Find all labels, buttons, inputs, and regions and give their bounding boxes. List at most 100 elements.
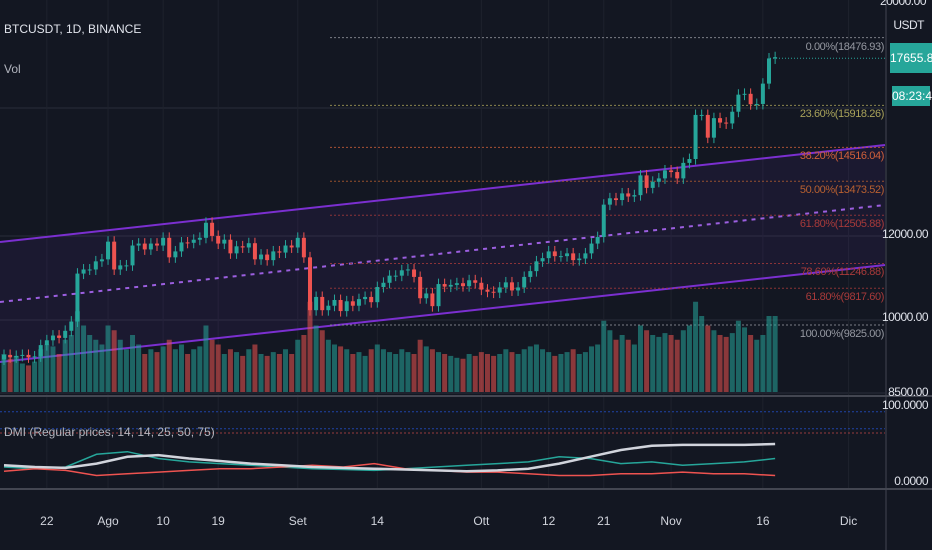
candle-body <box>203 222 208 238</box>
volume-bar <box>240 355 246 392</box>
volume-bar <box>99 344 105 392</box>
candle-body <box>546 251 551 259</box>
time-axis-label: Ago <box>97 514 119 528</box>
volume-bar <box>313 325 319 392</box>
candle-body <box>399 270 404 276</box>
candle-body <box>730 111 735 124</box>
candle-body <box>75 273 80 322</box>
candle-body <box>528 271 533 277</box>
candle-body <box>418 276 423 299</box>
fib-level-label: 78.60%(11246.88) <box>800 266 885 279</box>
volume-bar <box>723 336 729 392</box>
volume-bar <box>252 344 258 392</box>
candle-body <box>669 170 674 173</box>
volume-bar <box>668 335 674 392</box>
candle-body <box>552 251 557 257</box>
volume-bar <box>613 339 619 392</box>
candle-body <box>748 93 753 105</box>
volume-bar <box>154 352 160 392</box>
volume-bar <box>705 325 711 392</box>
price-axis <box>886 0 932 550</box>
candle-body <box>197 237 202 240</box>
candle-body <box>148 243 153 250</box>
volume-indicator-label[interactable]: Vol <box>4 62 21 76</box>
volume-bar <box>276 354 282 392</box>
volume-bar <box>319 330 325 392</box>
candle-body <box>473 280 478 283</box>
symbol-title: BTCUSDT, 1D, BINANCE <box>4 22 142 36</box>
volume-bar <box>221 354 227 392</box>
di-minus-line <box>3 462 776 477</box>
volume-bar <box>191 349 197 392</box>
candle-body <box>308 257 312 311</box>
candle-body <box>295 237 300 248</box>
volume-bar <box>650 335 656 392</box>
volume-bar <box>13 355 19 392</box>
candle-body <box>87 269 92 271</box>
candle-body <box>240 246 245 248</box>
volume-bar <box>429 349 435 392</box>
candle-body <box>356 299 361 306</box>
time-axis-label: 12 <box>541 514 556 528</box>
volume-bar <box>19 363 25 392</box>
candle-body <box>662 170 667 179</box>
candle-body <box>773 57 778 59</box>
volume-bar <box>515 354 521 392</box>
volume-bar <box>203 325 209 392</box>
volume-bar <box>301 335 307 392</box>
last-price-tag: 17655.87 <box>890 43 932 73</box>
price-axis-label: 10000.00 <box>881 310 929 324</box>
candle-body <box>497 287 502 293</box>
candle-body <box>106 241 111 260</box>
volume-bar <box>748 335 754 392</box>
time-axis-label: 22 <box>40 514 54 528</box>
candle-body <box>405 269 410 271</box>
candle-body <box>467 280 472 287</box>
volume-bar <box>393 354 399 392</box>
volume-bar <box>166 339 172 392</box>
candle-body <box>57 335 62 338</box>
volume-bar <box>595 344 601 392</box>
volume-bar <box>491 355 497 392</box>
volume-bar <box>460 358 466 392</box>
volume-bar <box>760 335 766 392</box>
volume-bar <box>325 339 331 392</box>
candle-body <box>326 305 331 311</box>
candle-body <box>699 114 704 116</box>
candle-body <box>742 93 747 95</box>
channel-lower-line <box>0 264 886 363</box>
dmi-axis-bottom: 0.0000 <box>894 474 928 488</box>
volume-bar <box>234 352 240 392</box>
candle-body <box>430 293 435 307</box>
candle-body <box>265 254 270 261</box>
volume-bar <box>717 335 723 392</box>
volume-bar <box>338 346 344 392</box>
volume-bar <box>307 301 313 392</box>
volume-bar <box>509 352 515 392</box>
volume-bar <box>258 354 264 392</box>
fib-level-label: 100.00%(9825.00) <box>799 327 885 340</box>
volume-bar <box>283 349 289 392</box>
time-axis-label: Ott <box>473 514 490 528</box>
volume-bar <box>136 344 142 392</box>
candle-body <box>363 296 368 300</box>
volume-bar <box>405 352 411 392</box>
candle-body <box>44 340 49 346</box>
candle-body <box>118 265 123 270</box>
volume-bar <box>570 349 576 392</box>
volume-bar <box>178 344 184 392</box>
candle-body <box>136 243 141 246</box>
volume-bar <box>270 352 276 392</box>
candle-body <box>442 284 447 287</box>
volume-bar <box>754 339 760 392</box>
candle-body <box>38 345 43 357</box>
volume-bar <box>540 349 546 392</box>
candle-body <box>81 269 86 274</box>
volume-bar <box>417 339 423 392</box>
candle-body <box>614 198 618 201</box>
volume-bar <box>662 333 668 392</box>
candle-body <box>320 296 325 311</box>
volume-bar <box>81 325 87 392</box>
dmi-indicator-label[interactable]: DMI (Regular prices, 14, 14, 25, 50, 75) <box>4 425 215 439</box>
